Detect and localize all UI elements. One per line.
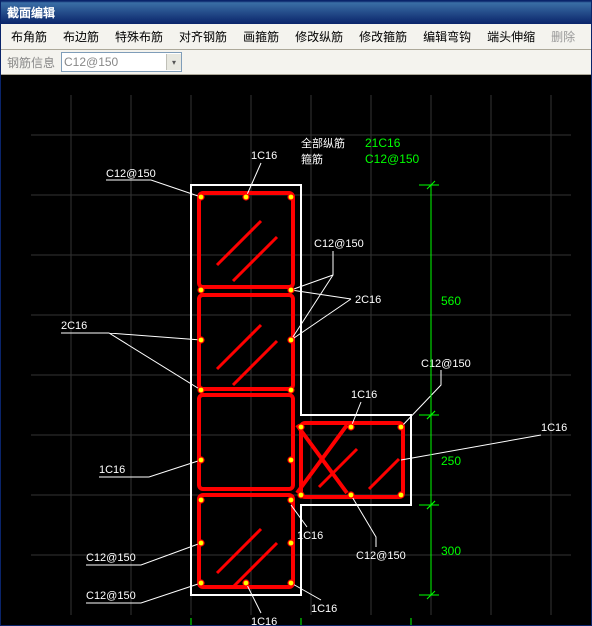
chevron-down-icon[interactable]: ▾	[166, 54, 181, 70]
menu-item-edge[interactable]: 布边筋	[57, 26, 105, 47]
rebar-info-label: 钢筋信息	[5, 54, 57, 71]
menu-item-edit-stirrup[interactable]: 修改箍筋	[353, 26, 413, 47]
menu-item-draw-stirrup[interactable]: 画箍筋	[237, 26, 285, 47]
svg-text:1C16: 1C16	[251, 616, 277, 625]
menu-item-special[interactable]: 特殊布筋	[109, 26, 169, 47]
svg-text:C12@150: C12@150	[356, 550, 406, 562]
rebar-info-combo[interactable]: ▾	[61, 52, 182, 72]
toolbar: 钢筋信息 ▾	[1, 50, 591, 75]
svg-text:1C16: 1C16	[251, 150, 277, 162]
svg-text:全部纵筋: 全部纵筋	[301, 136, 345, 150]
drawing-canvas[interactable]: 1C16 C12@150 C12@150 2C16 2C16 C12@150 1C16 1C1…	[1, 75, 591, 625]
svg-text:1C16: 1C16	[541, 422, 567, 434]
svg-text:250: 250	[441, 454, 461, 468]
menu-item-delete[interactable]: 删除	[545, 26, 581, 47]
svg-text:2C16: 2C16	[61, 320, 87, 332]
svg-text:1C16: 1C16	[297, 530, 323, 542]
menu-item-edit-hook[interactable]: 编辑弯钩	[417, 26, 477, 47]
svg-text:1C16: 1C16	[311, 603, 337, 615]
rebar-info-input[interactable]	[62, 55, 166, 69]
svg-text:1C16: 1C16	[351, 389, 377, 401]
menubar: 布角筋 布边筋 特殊布筋 对齐钢筋 画箍筋 修改纵筋 修改箍筋 编辑弯钩 端头伸…	[1, 24, 591, 50]
svg-text:C12@150: C12@150	[106, 168, 156, 180]
svg-text:560: 560	[441, 294, 461, 308]
menu-item-end-ext[interactable]: 端头伸缩	[481, 26, 541, 47]
svg-text:C12@150: C12@150	[314, 238, 364, 250]
svg-text:2C16: 2C16	[355, 294, 381, 306]
menu-item-edit-long[interactable]: 修改纵筋	[289, 26, 349, 47]
svg-text:21C16: 21C16	[365, 136, 401, 150]
window-title: 截面编辑	[1, 1, 591, 24]
svg-text:300: 300	[441, 544, 461, 558]
svg-text:C12@150: C12@150	[86, 590, 136, 602]
menu-item-corner[interactable]: 布角筋	[5, 26, 53, 47]
svg-text:C12@150: C12@150	[86, 552, 136, 564]
svg-text:箍筋: 箍筋	[301, 152, 323, 166]
menu-item-align[interactable]: 对齐钢筋	[173, 26, 233, 47]
svg-text:C12@150: C12@150	[365, 152, 420, 166]
svg-text:C12@150: C12@150	[421, 358, 471, 370]
svg-text:1C16: 1C16	[99, 464, 125, 476]
